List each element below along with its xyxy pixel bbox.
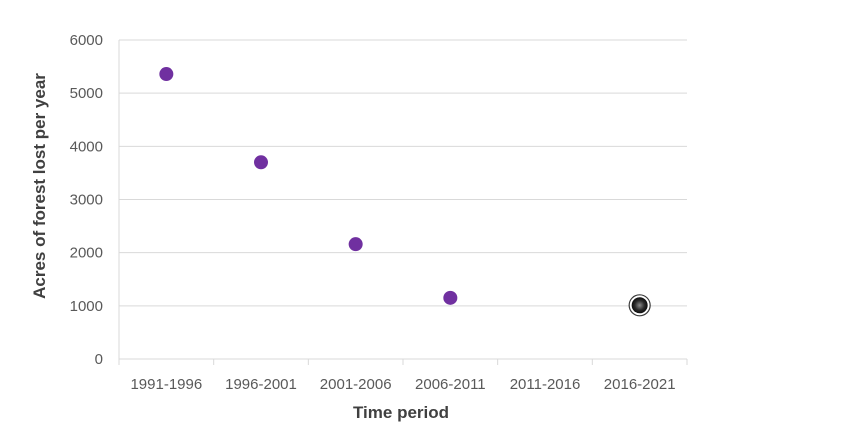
data-point [443, 290, 458, 305]
data-point [254, 155, 268, 170]
data-point [348, 237, 363, 252]
grid [119, 39, 687, 307]
y-tick-label: 1000 [70, 298, 103, 315]
y-tick-label: 4000 [70, 138, 103, 155]
y-tick-label: 6000 [70, 32, 103, 49]
data-points [159, 67, 651, 317]
axes [118, 40, 688, 365]
y-tick-label: 2000 [70, 245, 103, 262]
y-tick-label: 0 [95, 351, 103, 368]
x-tick-labels: 1991-1996 1996-2001 2001-2006 2006-2011 2011… [130, 376, 675, 393]
y-tick-labels: 0 1000 2000 3000 4000 5000 6000 [70, 32, 103, 368]
data-point [159, 67, 174, 82]
data-point-highlighted [631, 297, 648, 314]
x-tick-label: 1991-1996 [130, 376, 202, 393]
x-tick-label: 2011-2016 [510, 376, 581, 393]
x-axis-title: Time period [353, 403, 449, 422]
y-tick-label: 3000 [70, 192, 103, 209]
y-tick-label: 5000 [70, 85, 103, 102]
x-tick-label: 2006-2011 [415, 376, 486, 393]
x-tick-label: 1996-2001 [225, 376, 297, 393]
y-axis-title: Acres of forest lost per year [30, 73, 49, 299]
x-tick-label: 2016-2021 [604, 376, 676, 393]
x-tick-label: 2001-2006 [320, 376, 392, 393]
